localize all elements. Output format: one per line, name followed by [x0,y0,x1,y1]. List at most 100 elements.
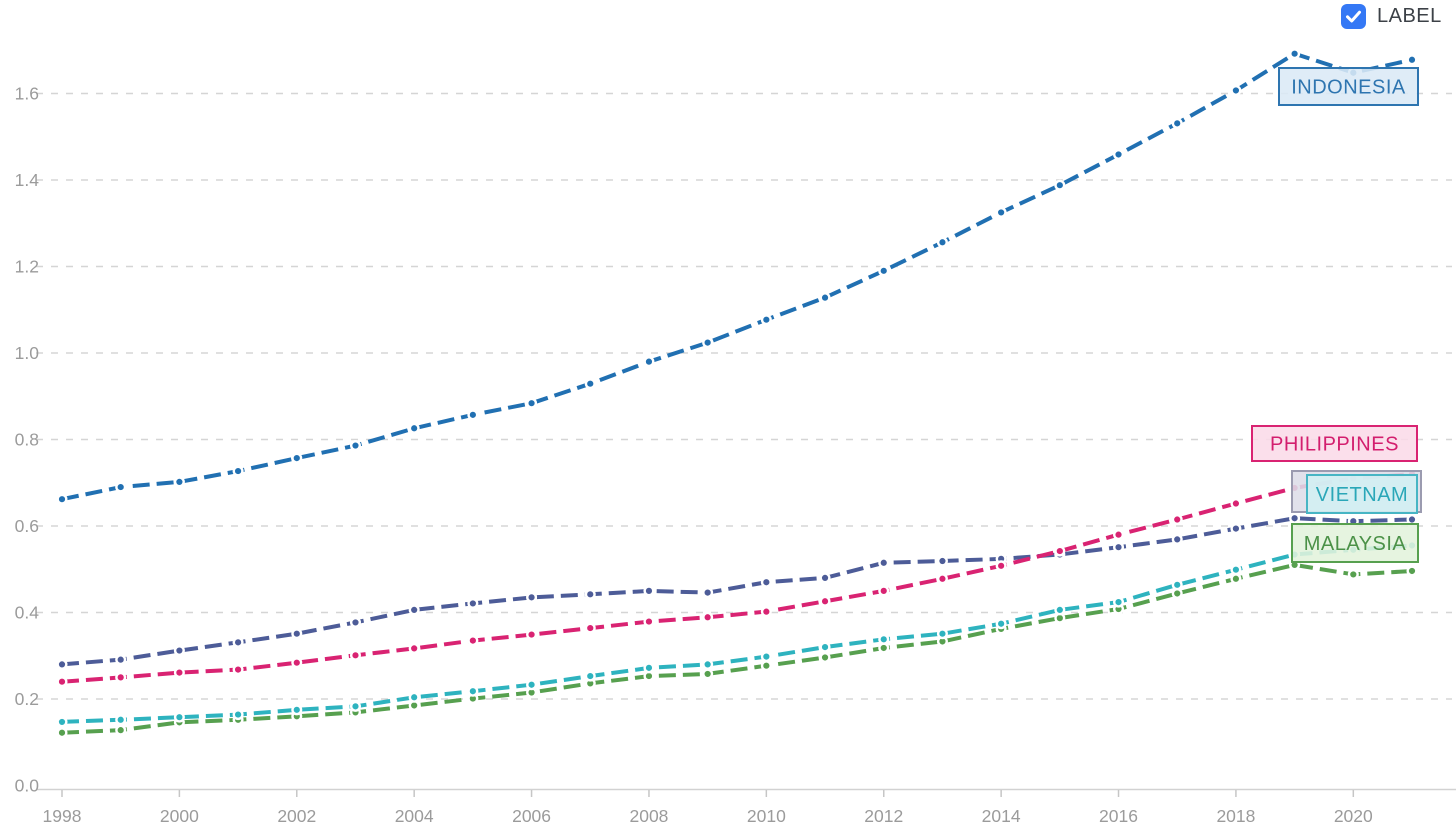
y-axis-label: 1.4 [15,170,40,190]
series-point-vietnam-2017 [1171,579,1183,591]
series-point-unknown-slate-2005 [467,597,479,609]
series-point-philippines-2011 [819,595,831,607]
y-axis-label: 1.2 [15,257,39,277]
x-axis-label: 2018 [1216,806,1255,826]
series-point-indonesia-2000 [173,476,185,488]
series-point-vietnam-1999 [115,714,127,726]
series-point-vietnam-2007 [584,670,596,682]
x-axis-label: 2014 [982,806,1021,826]
series-point-vietnam-2018 [1230,564,1242,576]
checkmark-icon [1346,10,1361,23]
series-point-philippines-2000 [173,667,185,679]
series-point-philippines-2001 [232,664,244,676]
series-point-philippines-1999 [115,671,127,683]
series-point-indonesia-2002 [291,452,303,464]
series-point-vietnam-2015 [1054,604,1066,616]
series-label-box-vietnam [1306,474,1418,514]
series-point-philippines-2017 [1171,514,1183,526]
series-line-indonesia [61,51,1413,502]
x-axis-label: 2004 [395,806,434,826]
series-line-malaysia [61,562,1413,735]
series-point-vietnam-2010 [760,651,772,663]
x-axis-label: 2012 [864,806,903,826]
y-axis-label: 0.2 [15,689,39,709]
series-label-text-vietnam: VIETNAM [1316,484,1408,506]
series-point-philippines-2014 [995,560,1007,572]
series-point-malaysia-1999 [115,724,127,736]
series-label-text-malaysia: MALAYSIA [1304,533,1407,555]
y-axis-label: 0.8 [15,430,39,450]
series-point-unknown-slate-2001 [232,636,244,648]
series-point-unknown-slate-1998 [56,658,68,670]
series-label-malaysia: MALAYSIA [1291,523,1419,563]
series-point-vietnam-1998 [56,716,68,728]
series-point-malaysia-2011 [819,651,831,663]
series-point-unknown-slate-2010 [760,576,772,588]
series-point-vietnam-2004 [408,691,420,703]
series-point-philippines-2015 [1054,545,1066,557]
series-label-box-malaysia [1291,523,1419,563]
series-line-philippines [61,472,1413,684]
series-point-vietnam-2011 [819,641,831,653]
series-point-vietnam-2006 [526,679,538,691]
series-point-vietnam-2013 [936,628,948,640]
series-point-indonesia-2018 [1230,84,1242,96]
series-point-unknown-slate-2003 [349,616,361,628]
series-point-vietnam-2014 [995,618,1007,630]
series-vietnam [56,539,1418,728]
label-checkbox[interactable] [1341,4,1366,29]
series-point-unknown-slate-2013 [936,555,948,567]
series-point-malaysia-2009 [702,668,714,680]
series-label-box-indonesia [1278,67,1419,106]
x-axis-label: 2016 [1099,806,1138,826]
series-point-philippines-2018 [1230,498,1242,510]
series-point-indonesia-2019 [1289,48,1301,60]
series-point-vietnam-2005 [467,685,479,697]
y-axis-labels: 0.0 0.2 0.4 0.6 0.8 1.0 1.2 1.4 1.6 [15,84,40,796]
series-point-vietnam-2003 [349,700,361,712]
y-axis-label: 0.6 [15,516,39,536]
series-point-indonesia-2006 [526,397,538,409]
series-point-unknown-slate-1999 [115,654,127,666]
y-axis-label: 1.0 [15,343,40,363]
series-point-indonesia-2016 [1113,148,1125,160]
series-point-unknown-slate-2008 [643,585,655,597]
series-point-malaysia-2020 [1347,568,1359,580]
series-point-vietnam-2002 [291,704,303,716]
series-point-indonesia-2007 [584,378,596,390]
label-toggle-text: LABEL [1377,5,1442,27]
x-axis-label: 2008 [629,806,668,826]
series-philippines [56,468,1418,688]
series-label-box-philippines [1251,425,1418,462]
x-axis-labels: 1998 2000 2002 2004 2006 2008 2010 2012 2014 2016… [43,806,1374,826]
series-point-indonesia-2011 [819,292,831,304]
series-point-indonesia-1998 [56,493,68,505]
series-point-malaysia-2021 [1406,565,1418,577]
series-point-philippines-2008 [643,616,655,628]
series-point-philippines-2013 [936,573,948,585]
series-label-text-indonesia: INDONESIA [1291,77,1406,99]
series-point-vietnam-2008 [643,662,655,674]
series-point-unknown-slate-2002 [291,628,303,640]
series-point-unknown-slate-2018 [1230,523,1242,535]
series-point-philippines-2010 [760,606,772,618]
series-point-indonesia-2012 [878,265,890,277]
x-axis-label: 2002 [277,806,316,826]
y-axis-label: 0.0 [15,776,40,796]
series-point-unknown-slate-2012 [878,557,890,569]
series-point-malaysia-2017 [1171,587,1183,599]
x-axis-label: 2006 [512,806,551,826]
series-line-vietnam [61,543,1413,724]
series-label-indonesia: INDONESIA [1278,67,1419,106]
series-point-malaysia-2018 [1230,573,1242,585]
series-point-unknown-slate-2019 [1289,512,1301,524]
series-point-philippines-2006 [526,629,538,641]
series-point-unknown-slate-2011 [819,572,831,584]
series-point-vietnam-2009 [702,658,714,670]
series-point-unknown-slate-2004 [408,604,420,616]
label-toggle[interactable]: LABEL [1341,4,1442,29]
series-point-vietnam-2000 [173,711,185,723]
series-point-indonesia-2015 [1054,179,1066,191]
